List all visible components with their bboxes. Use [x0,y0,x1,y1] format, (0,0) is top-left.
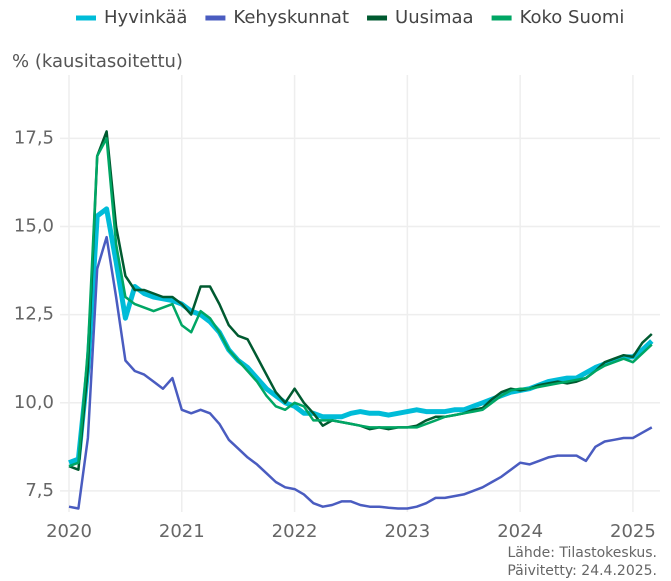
y-axis-label: % (kausitasoitettu) [12,51,183,72]
legend: Hyvinkää Kehyskunnat Uusimaa Koko Suomi [76,7,624,28]
source-note: Lähde: Tilastokeskus. [507,545,657,561]
legend-label: Kehyskunnat [233,7,349,28]
x-tick-label: 2020 [46,521,92,542]
series-line [68,206,654,466]
legend-label: Hyvinkää [104,7,187,28]
series-line [68,235,653,510]
y-tick-label: 12,5 [14,304,54,325]
series-line [68,137,653,468]
y-tick-label: 17,5 [14,127,54,148]
x-tick-label: 2021 [159,521,205,542]
x-tick-label: 2024 [497,521,543,542]
y-tick-label: 10,0 [14,392,54,413]
series-line [68,130,653,471]
legend-label: Koko Suomi [520,7,625,28]
y-tick-label: 7,5 [25,480,54,501]
x-tick-label: 2023 [384,521,430,542]
x-tick-label: 2022 [272,521,318,542]
y-tick-label: 15,0 [14,216,54,237]
x-tick-label: 2025 [610,521,656,542]
legend-label: Uusimaa [395,7,474,28]
updated-note: Päivitetty: 24.4.2025. [507,563,657,579]
